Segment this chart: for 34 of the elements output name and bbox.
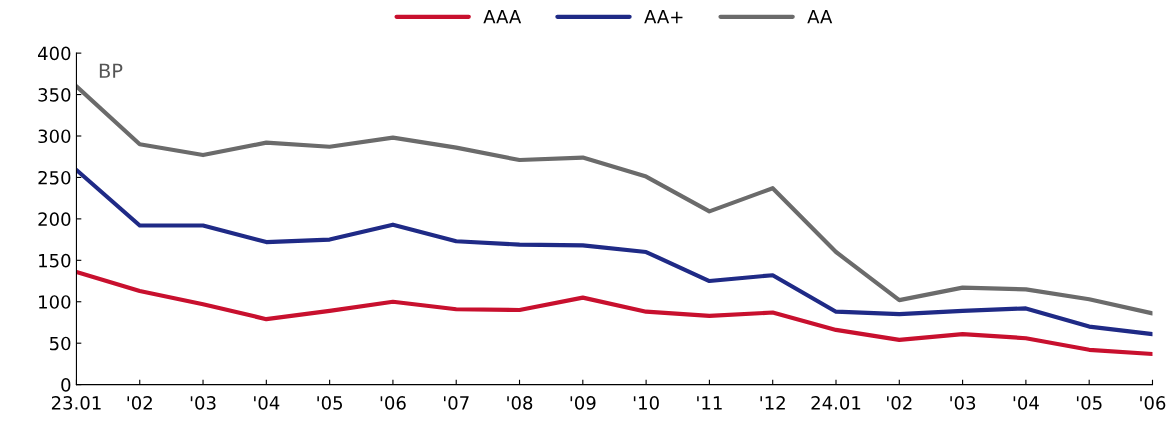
annotation: BP (99, 63, 123, 78)
x-tick-label: '03 (950, 396, 976, 410)
y-tick-label: 250 (38, 170, 71, 185)
x-tick-label: 23.01 (51, 396, 101, 410)
x-tick-label: '06 (380, 396, 406, 410)
x-tick-label: '12 (760, 396, 785, 410)
legend-label: AA+ (644, 10, 683, 24)
y-tick-label: 400 (38, 46, 71, 61)
x-tick-label: '04 (254, 396, 280, 410)
y-tick-label: 0 (61, 378, 71, 392)
line-series (76, 84, 1153, 316)
line-series (76, 269, 1153, 357)
y-tick-label: 50 (50, 336, 71, 351)
x-tick-label: '05 (1076, 396, 1102, 410)
x-tick-label: '06 (1140, 396, 1166, 410)
x-tick-label: 24.01 (811, 396, 861, 410)
x-tick-label: '08 (507, 396, 533, 410)
x-tick-label: '11 (697, 396, 722, 410)
x-tick-label: '02 (887, 396, 912, 410)
y-tick-label: 100 (39, 295, 71, 309)
y-tick-label: 300 (38, 129, 71, 144)
line-series (76, 167, 1153, 337)
x-tick-label: '09 (570, 396, 596, 410)
x-tick-label: '05 (317, 396, 343, 410)
x-tick-label: '07 (443, 396, 469, 410)
x-tick-label: '03 (190, 396, 216, 410)
y-tick-label: 200 (38, 212, 71, 226)
y-tick-label: 350 (38, 88, 71, 102)
y-tick-label: 150 (39, 253, 71, 268)
legend-label: AA (807, 10, 833, 24)
x-tick-label: '02 (127, 396, 152, 410)
x-tick-label: '04 (1013, 396, 1039, 410)
x-tick-label: '10 (633, 396, 659, 410)
legend-label: AAA (483, 10, 522, 24)
